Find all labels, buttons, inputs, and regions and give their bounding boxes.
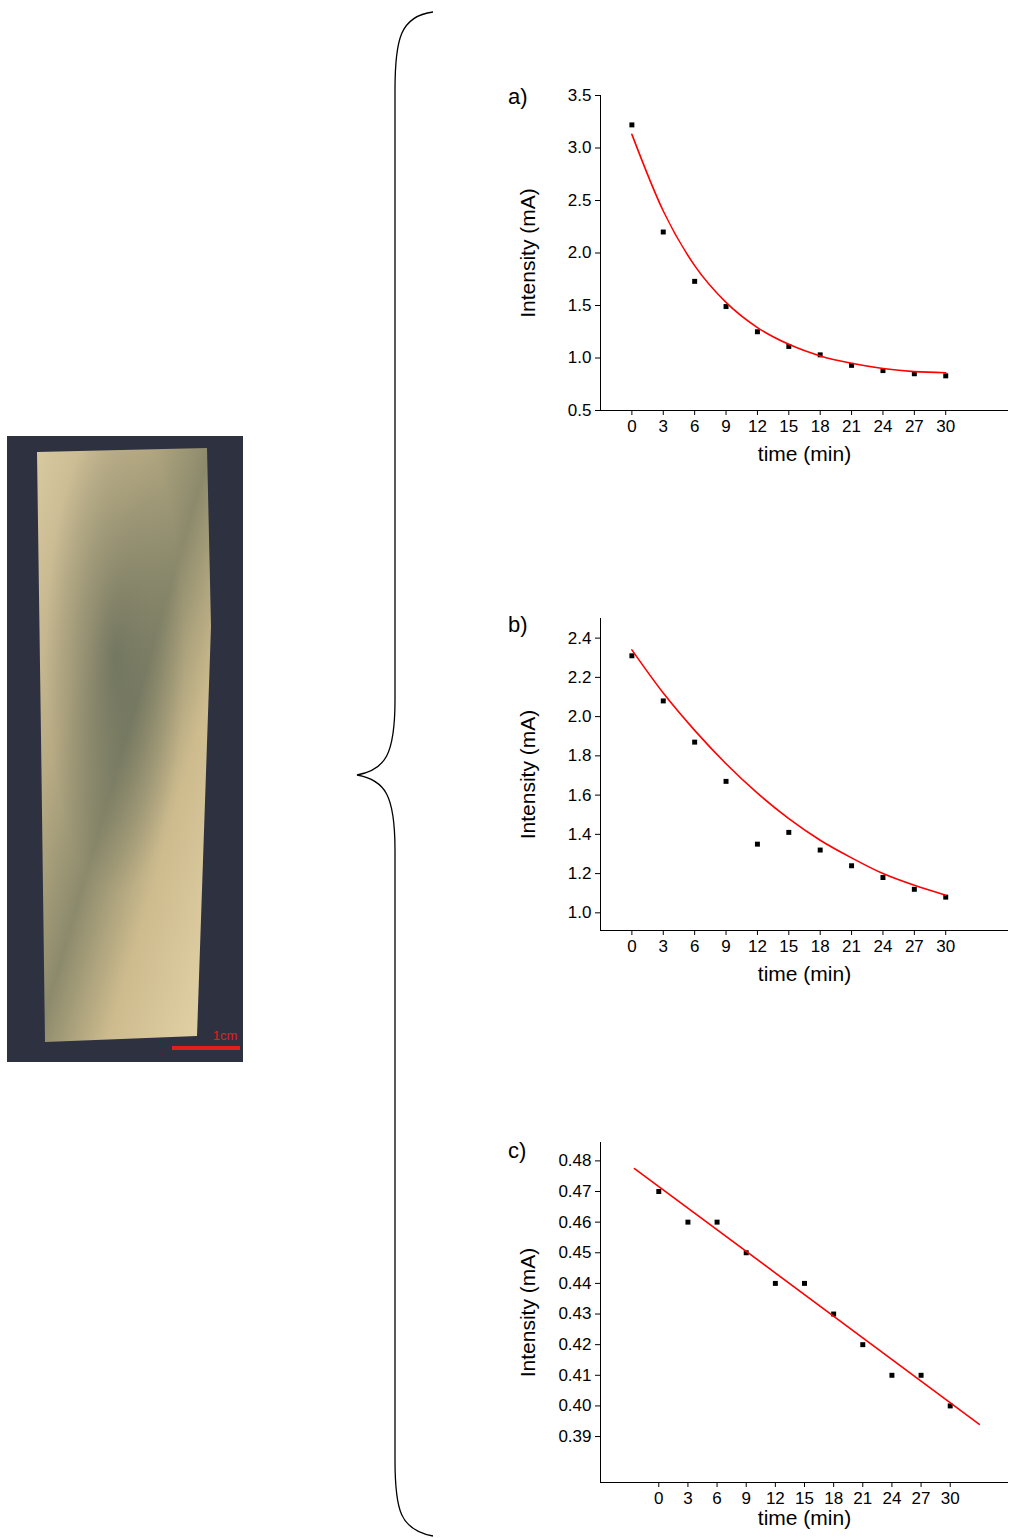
svg-text:0.41: 0.41 <box>558 1366 591 1385</box>
svg-text:3: 3 <box>659 937 668 956</box>
svg-text:12: 12 <box>748 417 767 436</box>
svg-text:1.0: 1.0 <box>568 348 592 367</box>
svg-text:9: 9 <box>721 937 730 956</box>
html-text:a): a) <box>508 84 528 109</box>
svg-text:27: 27 <box>905 937 924 956</box>
svg-text:0.48: 0.48 <box>558 1151 591 1170</box>
svg-text:15: 15 <box>795 1488 814 1508</box>
svg-text:21: 21 <box>842 937 861 956</box>
svg-text:12: 12 <box>748 937 767 956</box>
svg-text:30: 30 <box>936 417 955 436</box>
svg-text:2.0: 2.0 <box>568 243 592 262</box>
svg-text:27: 27 <box>912 1489 931 1508</box>
svg-text:24: 24 <box>874 417 893 436</box>
svg-text:1.5: 1.5 <box>568 296 592 315</box>
html-text:b): b) <box>508 612 528 637</box>
svg-text:1.6: 1.6 <box>568 786 592 805</box>
svg-text:Intensity (mA): Intensity (mA) <box>516 710 539 840</box>
svg-text:27: 27 <box>905 417 924 436</box>
svg-text:3.5: 3.5 <box>568 86 592 105</box>
svg-text:1.2: 1.2 <box>568 864 592 883</box>
svg-text:1.4: 1.4 <box>568 825 592 844</box>
svg-text:3: 3 <box>659 417 668 436</box>
svg-text:30: 30 <box>936 937 955 956</box>
svg-text:0: 0 <box>627 417 636 436</box>
svg-text:9: 9 <box>741 1489 750 1508</box>
svg-text:0: 0 <box>654 1489 663 1508</box>
svg-text:3.0: 3.0 <box>568 138 592 157</box>
svg-text:0: 0 <box>627 937 636 956</box>
svg-text:0.45: 0.45 <box>558 1243 591 1262</box>
svg-text:0.46: 0.46 <box>558 1213 591 1232</box>
svg-text:2.0: 2.0 <box>568 707 592 726</box>
svg-text:6: 6 <box>690 937 699 956</box>
svg-text:0.42: 0.42 <box>558 1335 591 1354</box>
svg-text:2.5: 2.5 <box>568 191 592 210</box>
svg-text:0.5: 0.5 <box>568 401 592 420</box>
svg-text:0.43: 0.43 <box>558 1304 591 1323</box>
svg-text:18: 18 <box>811 417 830 436</box>
svg-text:1cm: 1cm <box>213 1028 238 1043</box>
svg-text:0.39: 0.39 <box>558 1427 591 1446</box>
svg-text:6: 6 <box>712 1489 721 1508</box>
svg-text:6: 6 <box>690 417 699 436</box>
svg-text:3: 3 <box>683 1489 692 1508</box>
svg-text:12: 12 <box>765 1488 785 1508</box>
svg-text:time (min): time (min) <box>758 1506 851 1529</box>
svg-text:0.44: 0.44 <box>558 1274 591 1293</box>
svg-text:18: 18 <box>811 937 830 956</box>
svg-text:0.40: 0.40 <box>558 1396 591 1415</box>
svg-text:18: 18 <box>824 1488 844 1508</box>
svg-text:time (min): time (min) <box>758 962 851 985</box>
svg-text:Intensity (mA): Intensity (mA) <box>516 188 539 318</box>
svg-text:time (min): time (min) <box>758 442 851 465</box>
svg-text:24: 24 <box>882 1489 901 1508</box>
svg-text:21: 21 <box>842 417 861 436</box>
svg-text:Intensity (mA): Intensity (mA) <box>516 1248 539 1378</box>
svg-text:0.47: 0.47 <box>558 1182 591 1201</box>
svg-text:9: 9 <box>721 417 730 436</box>
svg-text:1.0: 1.0 <box>568 903 592 922</box>
svg-text:2.4: 2.4 <box>568 629 592 648</box>
svg-text:15: 15 <box>779 937 798 956</box>
svg-text:2.2: 2.2 <box>568 668 592 687</box>
svg-text:1.8: 1.8 <box>568 746 592 765</box>
svg-text:30: 30 <box>941 1489 960 1508</box>
html-text:c): c) <box>508 1138 527 1163</box>
svg-text:24: 24 <box>874 937 893 956</box>
svg-text:21: 21 <box>853 1489 872 1508</box>
svg-text:15: 15 <box>779 417 798 436</box>
